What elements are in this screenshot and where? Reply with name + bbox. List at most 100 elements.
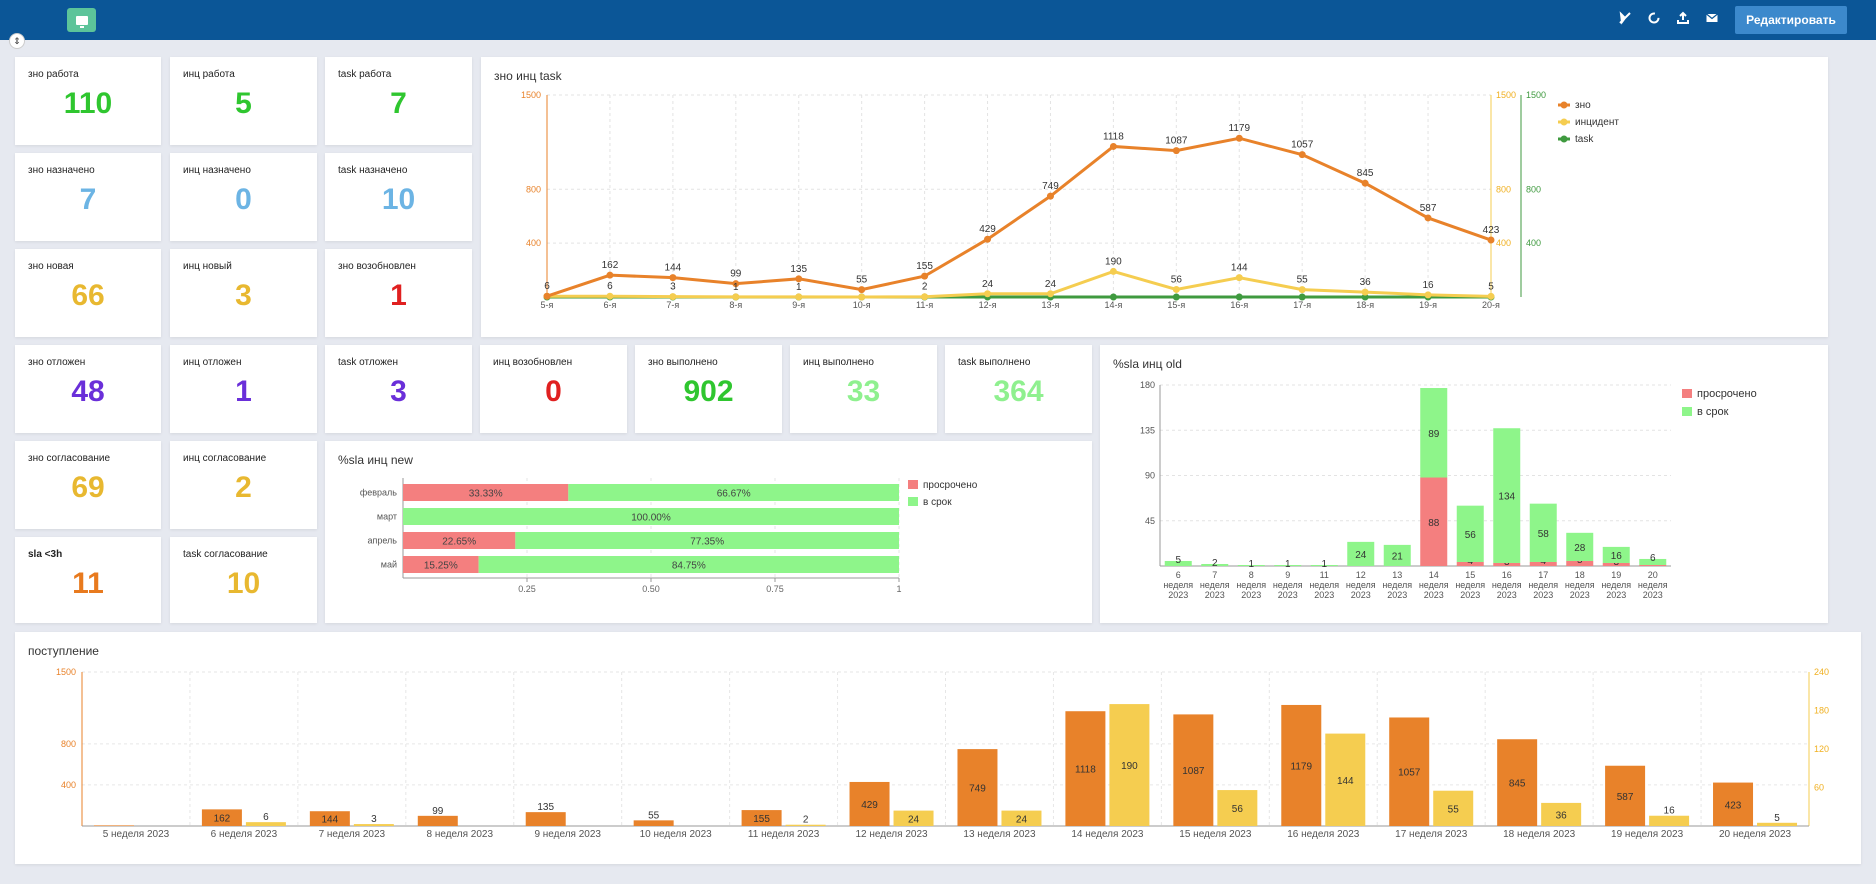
bar-label: 77.35% [690, 537, 724, 548]
legend-label: зно [1575, 100, 1591, 111]
kpi-card: task работа 7 [325, 57, 472, 145]
x-tick-label: 9-я [792, 300, 805, 310]
kpi-label: зно новая [28, 261, 74, 272]
y-tick-label: 135 [1140, 425, 1155, 435]
bar-segment [1164, 560, 1192, 566]
data-label: 55 [1297, 275, 1309, 286]
x-tick-label: 19 [1611, 570, 1621, 580]
kpi-card: инц назначено 0 [170, 153, 317, 241]
kpi-card: task согласование 10 [170, 537, 317, 623]
x-tick-label: 17-я [1293, 300, 1311, 310]
x-tick-label: 5 неделя 2023 [103, 829, 170, 840]
series-line [547, 269, 1492, 299]
kpi-card: инц отложен 1 [170, 345, 317, 433]
dashboard-logo-button[interactable] [67, 8, 96, 32]
y2-tick-label: 120 [1814, 744, 1829, 754]
bar [1001, 810, 1042, 826]
mail-icon[interactable] [1704, 11, 1720, 27]
bar [201, 809, 242, 826]
export-icon[interactable] [1675, 11, 1691, 27]
bar-segment [1566, 532, 1594, 561]
x-tick-label: 2023 [1460, 590, 1480, 600]
y-tick-label: 400 [526, 238, 541, 248]
y-tick-label: март [377, 512, 397, 522]
y-tick-label: 800 [526, 184, 541, 194]
data-label: 3 [670, 282, 676, 293]
bar-segment [1310, 564, 1338, 566]
bar-label: 99 [432, 806, 444, 817]
data-point [543, 292, 551, 300]
y3-tick-label: 400 [1526, 238, 1541, 248]
bar [525, 812, 566, 826]
y-tick-label: 1500 [56, 667, 76, 677]
kpi-value: 33 [846, 375, 881, 408]
data-label: 749 [1042, 181, 1059, 192]
x-tick-label: неделя [1200, 580, 1230, 590]
data-label: 56 [1171, 274, 1183, 285]
data-point [984, 235, 992, 243]
x-tick-label: 20-я [1482, 300, 1500, 310]
collapse-toggle-icon[interactable]: ⇕ [9, 33, 25, 49]
bar [1433, 790, 1474, 826]
x-tick-label: 18 [1575, 570, 1585, 580]
bar-label: 5 [1175, 555, 1181, 566]
data-label: 2 [922, 282, 928, 293]
data-label: 144 [665, 263, 682, 274]
legend-label: просрочено [1697, 388, 1757, 400]
kpi-card: инц согласование 2 [170, 441, 317, 529]
x-tick-label: неделя [1382, 580, 1412, 590]
data-point [606, 271, 614, 279]
bar-label: 100.00% [631, 513, 671, 524]
data-point [1487, 292, 1495, 300]
y-tick-label: 180 [1140, 380, 1155, 390]
y2-tick-label: 1500 [1496, 90, 1516, 100]
data-point [1172, 147, 1180, 155]
data-label: 6 [544, 281, 550, 292]
bar [1217, 790, 1258, 826]
bar-segment [1201, 563, 1229, 566]
data-point [1172, 285, 1180, 293]
bar-label: 33.33% [469, 489, 503, 500]
kpi-card: sla <3h 11 [15, 537, 161, 623]
kpi-value: 3 [390, 375, 407, 408]
data-point [732, 293, 740, 301]
bar [1065, 711, 1106, 826]
edit-button[interactable]: Редактировать [1735, 6, 1847, 34]
kpi-label: sla <3h [28, 549, 63, 560]
refresh-icon[interactable] [1646, 11, 1662, 27]
data-label: 16 [1423, 280, 1435, 291]
data-point [921, 293, 929, 301]
kpi-label: зно согласование [28, 453, 111, 464]
data-point [606, 292, 614, 300]
bar [1757, 822, 1798, 826]
legend-label: в срок [1697, 406, 1729, 418]
kpi-card: зно возобновлен 1 [325, 249, 472, 337]
bar-label: 2 [803, 815, 809, 826]
data-point [1235, 293, 1243, 301]
filter-clear-icon[interactable] [1617, 11, 1633, 27]
kpi-label: зно отложен [28, 357, 86, 368]
data-point [1298, 293, 1306, 301]
line-chart: 1500 800 400 5-я 6-я 7-я 8-я 9-я 10-я 11-я 12-я 13-… [521, 90, 1619, 310]
data-label: 99 [730, 269, 742, 280]
bar-label: 89 [1428, 429, 1440, 440]
bar-label: 88 [1428, 518, 1440, 529]
bar-segment [1237, 564, 1265, 566]
kpi-label: task отложен [338, 357, 398, 368]
data-point [984, 290, 992, 298]
x-tick-label: неделя [1601, 580, 1631, 590]
kpi-value: 7 [390, 87, 407, 120]
bar-label: 55 [648, 810, 660, 821]
bar [1541, 802, 1582, 826]
data-point [858, 293, 866, 301]
bar [957, 749, 998, 826]
x-tick-label: 17 неделя 2023 [1395, 829, 1468, 840]
x-tick-label: неделя [1309, 580, 1339, 590]
data-point [1109, 142, 1117, 150]
kpi-value: 66 [71, 279, 105, 312]
monitor-icon [75, 15, 88, 28]
legend-label: в срок [923, 497, 952, 508]
x-tick-label: 11 неделя 2023 [748, 829, 820, 840]
data-label: 24 [1045, 279, 1057, 290]
bar-label: 749 [969, 784, 986, 795]
